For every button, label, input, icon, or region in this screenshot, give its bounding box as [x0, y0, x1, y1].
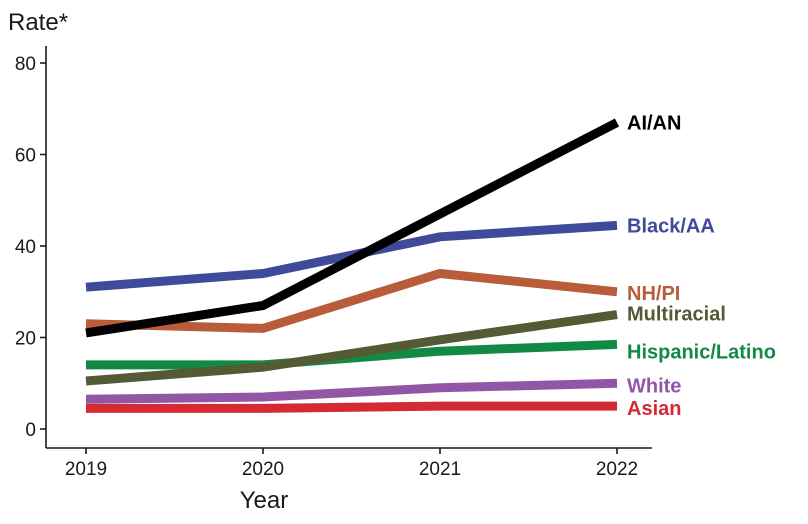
y-tick-label: 0 [25, 420, 36, 441]
series-line-nh-pi [85, 268, 618, 333]
y-axis: 0 20 40 60 80 [15, 46, 47, 448]
series-line-multiracial [85, 310, 618, 386]
series-line-white [85, 378, 618, 404]
x-tick-label: 2019 [65, 459, 107, 480]
series-line-ai-an [85, 118, 620, 338]
series-line-asian [86, 401, 617, 413]
series-label-ai-an: AI/AN [627, 112, 681, 134]
x-axis: 2019 2020 2021 2022 [46, 447, 652, 480]
series-label-nh-pi: NH/PI [627, 283, 680, 305]
series-group [85, 118, 620, 413]
series-label-hispanic-latino: Hispanic/Latino [627, 341, 776, 363]
x-tick-label: 2021 [419, 459, 461, 480]
y-tick-label: 80 [15, 54, 36, 75]
x-tick-label: 2020 [242, 459, 284, 480]
series-label-asian: Asian [627, 398, 681, 420]
y-tick-label: 60 [15, 146, 36, 167]
series-label-white: White [627, 375, 681, 397]
x-tick-label: 2022 [596, 459, 638, 480]
x-axis-title: Year [240, 487, 289, 514]
series-label-multiracial: Multiracial [627, 304, 726, 326]
y-axis-title: Rate* [8, 9, 68, 36]
y-tick-label: 40 [15, 237, 36, 258]
y-tick-label: 20 [15, 329, 36, 350]
series-label-black-aa: Black/AA [627, 215, 715, 237]
